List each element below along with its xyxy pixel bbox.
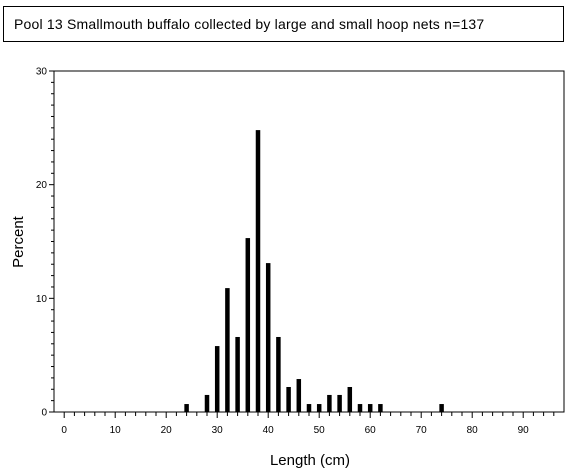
x-axis: 0 10 20 30 40 50 60 70 80 90 — [61, 412, 555, 436]
bars — [184, 130, 444, 412]
y-axis: 0 10 20 30 — [36, 67, 54, 419]
bar — [255, 130, 261, 412]
x-tick-label: 50 — [314, 425, 326, 436]
x-tick-label: 20 — [161, 425, 173, 436]
bar — [357, 404, 363, 412]
y-tick-label: 0 — [41, 408, 47, 419]
bar — [378, 404, 383, 412]
bar — [225, 288, 230, 412]
y-tick-label: 10 — [36, 294, 48, 305]
x-tick-label: 90 — [518, 425, 530, 436]
bar — [214, 346, 220, 412]
x-axis-label: Length (cm) — [270, 452, 350, 469]
bar — [327, 394, 332, 412]
bar — [367, 404, 373, 412]
x-tick-label: 70 — [416, 425, 428, 436]
bar — [337, 394, 342, 412]
bar — [276, 336, 281, 412]
bar — [286, 386, 291, 412]
x-tick-label: 10 — [110, 425, 122, 436]
x-tick-label: 80 — [467, 425, 479, 436]
y-tick-label: 20 — [36, 180, 48, 191]
bar — [439, 404, 444, 412]
plot-frame — [53, 70, 565, 413]
bar — [245, 238, 251, 412]
bar — [306, 404, 312, 412]
x-tick-label: 30 — [212, 425, 224, 436]
x-tick-label: 0 — [61, 425, 67, 436]
bar — [265, 263, 271, 412]
bar — [204, 394, 210, 412]
y-tick-label: 30 — [36, 67, 48, 78]
x-tick-label: 60 — [365, 425, 377, 436]
bar — [316, 404, 322, 412]
x-tick-label: 40 — [263, 425, 275, 436]
bar — [296, 379, 302, 412]
chart-title: Pool 13 Smallmouth buffalo collected by … — [14, 16, 485, 32]
y-axis-label: Percent — [10, 215, 27, 268]
bar — [184, 404, 189, 412]
title-box: Pool 13 Smallmouth buffalo collected by … — [3, 6, 564, 42]
bar — [235, 336, 240, 412]
bar — [347, 386, 353, 412]
